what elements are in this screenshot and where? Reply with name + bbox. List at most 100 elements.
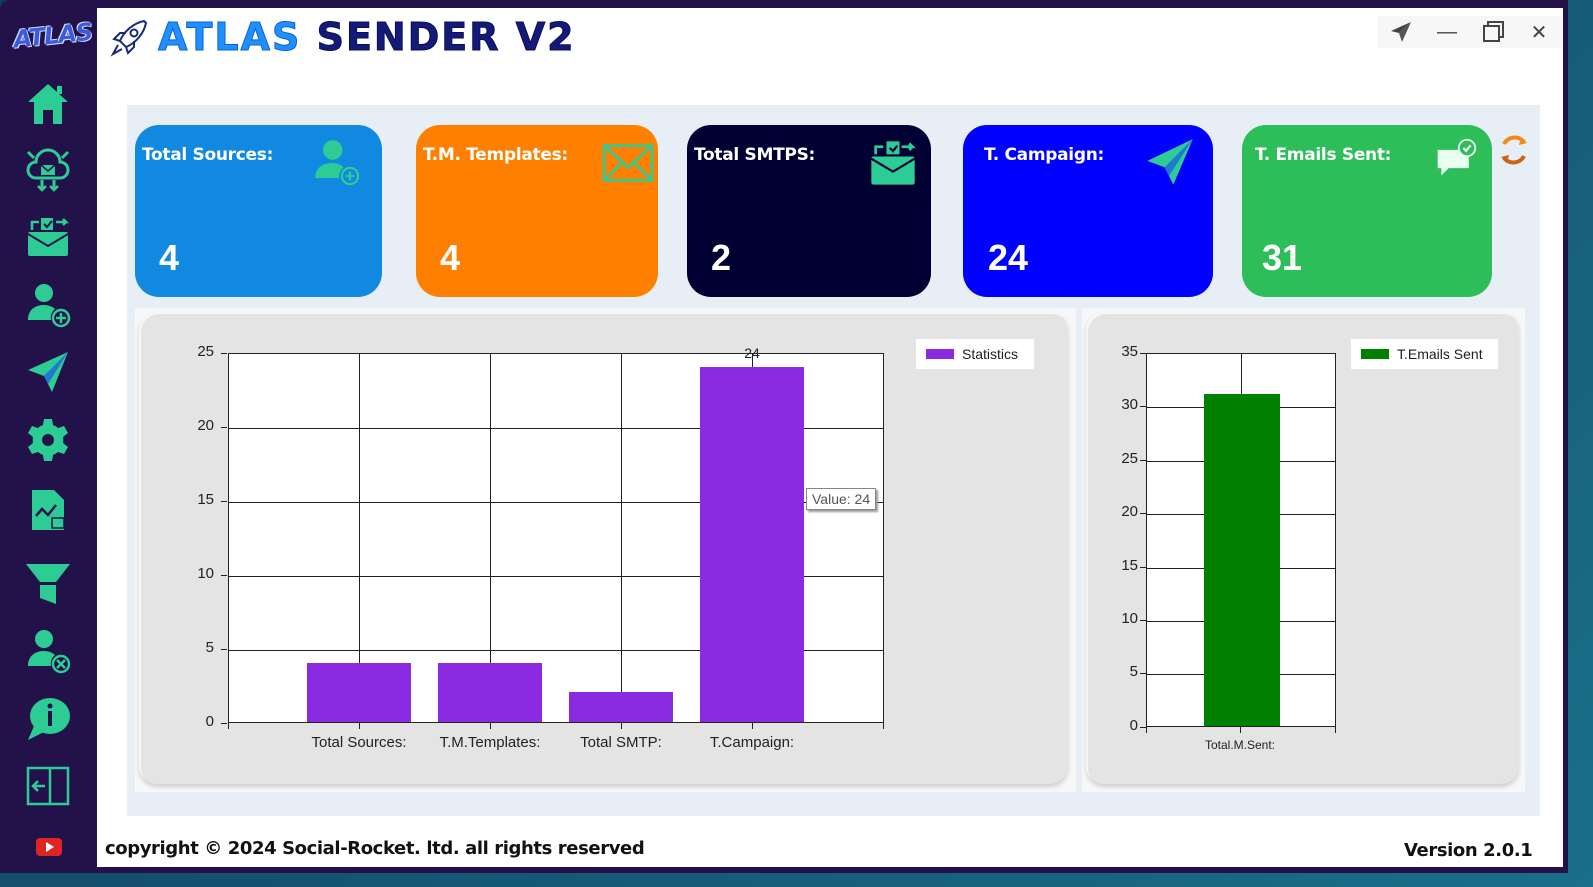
restore-icon: [1483, 21, 1504, 42]
y-tick-label: 10: [197, 565, 214, 582]
y-tick: [1140, 620, 1146, 621]
minimize-button[interactable]: —: [1424, 16, 1470, 48]
sidebar-item-add-source[interactable]: [22, 278, 74, 330]
card-total-sources[interactable]: Total Sources: 4: [135, 125, 382, 297]
home-icon: [28, 84, 68, 124]
close-icon: ✕: [1530, 21, 1548, 44]
y-tick: [1140, 513, 1146, 514]
y-tick: [1140, 567, 1146, 568]
rocket-icon: [110, 19, 148, 57]
paper-plane-icon: [1391, 22, 1411, 42]
card-emails-sent[interactable]: T. Emails Sent: 31: [1242, 125, 1492, 297]
refresh-icon[interactable]: [1496, 132, 1532, 168]
sidebar-item-settings[interactable]: [22, 414, 74, 466]
y-tick-label: 0: [205, 713, 214, 730]
user-remove-icon: [28, 630, 71, 674]
x-tick: [228, 723, 229, 729]
x-tick: [359, 723, 360, 729]
card-campaign[interactable]: T. Campaign: 24: [963, 125, 1213, 297]
y-tick: [1140, 673, 1146, 674]
sidebar-item-sources[interactable]: [22, 144, 74, 196]
y-tick: [221, 649, 227, 650]
bar-total-sources[interactable]: [307, 663, 411, 722]
x-tick-label: Total.M.Sent:: [1204, 738, 1276, 752]
y-tick-label: 10: [1121, 610, 1138, 627]
card-value: 4: [159, 237, 180, 278]
y-tick-label: 0: [1129, 717, 1138, 734]
gridline: [229, 428, 883, 429]
y-tick: [221, 723, 227, 724]
gridline: [490, 354, 491, 722]
gridline: [229, 502, 883, 503]
card-label: Total SMTPS:: [694, 145, 816, 165]
x-tick-label: Total SMTP:: [580, 734, 662, 751]
y-tick-label: 15: [1121, 557, 1138, 574]
x-tick-label: Total Sources:: [311, 734, 407, 751]
bar-total-mails-sent[interactable]: [1204, 394, 1280, 726]
y-tick: [1140, 460, 1146, 461]
app-title: ATLAS SENDER V2: [110, 14, 576, 60]
sidebar-item-info[interactable]: [22, 692, 74, 744]
y-tick-label: 15: [197, 491, 214, 508]
user-add-icon: [315, 140, 360, 186]
youtube-icon: [36, 838, 62, 856]
card-label: T. Emails Sent:: [1255, 145, 1392, 165]
card-smtps[interactable]: Total SMTPS: 2: [687, 125, 931, 297]
chat-check-icon: [1437, 138, 1477, 176]
bar-templates[interactable]: [438, 663, 542, 722]
sidebar: ATLAS: [0, 0, 97, 873]
sidebar-item-filter[interactable]: [22, 556, 74, 608]
send-button[interactable]: [1378, 16, 1424, 48]
gear-icon: [28, 419, 68, 461]
restore-button[interactable]: [1470, 16, 1516, 48]
x-tick-label: T.M.Templates:: [439, 734, 541, 751]
card-label: T.M. Templates:: [423, 145, 568, 165]
app-title-part1: ATLAS: [157, 15, 302, 60]
envelope-icon: [602, 144, 654, 182]
x-tick: [621, 723, 622, 729]
legend-swatch: [926, 349, 954, 359]
sidebar-item-logout[interactable]: [22, 760, 74, 812]
card-value: 24: [988, 237, 1029, 278]
x-tick: [1240, 727, 1241, 733]
cloud-mail-icon: [26, 148, 70, 192]
sidebar-item-reports[interactable]: [22, 484, 74, 536]
chart-tooltip: Value: 24: [806, 488, 877, 510]
y-tick-label: 5: [205, 639, 214, 656]
sidebar-item-remove-user[interactable]: [22, 624, 74, 676]
y-tick: [221, 501, 227, 502]
bar-total-smtp[interactable]: [569, 692, 673, 722]
sidebar-item-home[interactable]: [22, 78, 74, 130]
y-tick: [221, 575, 227, 576]
paper-plane-icon: [1147, 139, 1193, 185]
minimize-icon: —: [1437, 20, 1457, 43]
y-tick-label: 35: [1121, 343, 1138, 360]
emails-sent-plot-area: [1146, 353, 1336, 727]
atlas-logo: ATLAS: [12, 17, 94, 54]
report-chart-icon: [32, 490, 65, 530]
app-window: ATLAS: [0, 0, 1568, 873]
y-tick-label: 5: [1129, 663, 1138, 680]
y-tick-label: 20: [1121, 503, 1138, 520]
legend-swatch: [1361, 349, 1389, 359]
card-templates[interactable]: T.M. Templates: 4: [416, 125, 658, 297]
y-tick: [1140, 353, 1146, 354]
bar-data-label: 24: [744, 345, 760, 361]
logout-icon: [26, 766, 70, 806]
sidebar-item-youtube[interactable]: [22, 820, 74, 872]
x-tick-label: T.Campaign:: [709, 734, 795, 751]
card-label: Total Sources:: [142, 145, 274, 165]
bar-campaign[interactable]: [700, 367, 804, 722]
version-text: Version 2.0.1: [1404, 840, 1533, 861]
emails-sent-legend: T.Emails Sent: [1351, 339, 1498, 369]
sidebar-item-smtp[interactable]: [22, 210, 74, 262]
y-tick: [1140, 406, 1146, 407]
y-tick-label: 20: [197, 417, 214, 434]
gridline: [229, 650, 883, 651]
info-chat-icon: [28, 698, 70, 740]
y-tick-label: 30: [1121, 396, 1138, 413]
sidebar-item-campaign[interactable]: [22, 346, 74, 398]
close-button[interactable]: ✕: [1516, 16, 1562, 48]
app-title-text: ATLAS SENDER V2: [157, 15, 576, 60]
y-tick: [221, 353, 227, 354]
